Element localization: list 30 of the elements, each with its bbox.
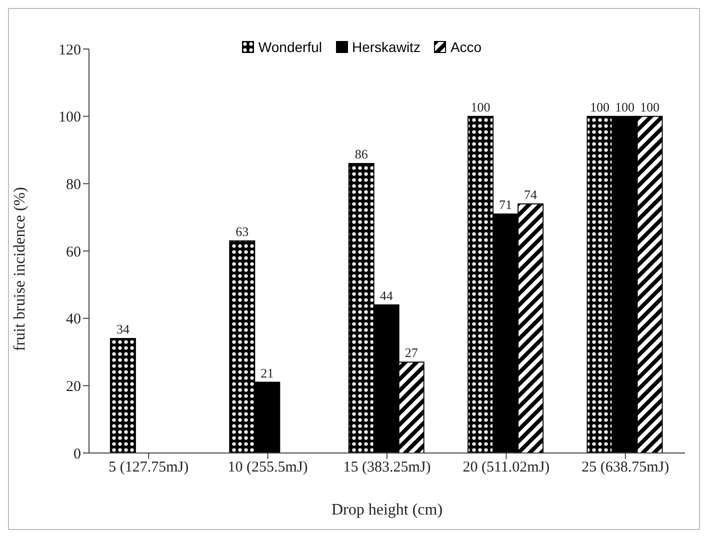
data-label: 86 <box>354 146 368 162</box>
data-label: 34 <box>116 322 130 337</box>
x-axis-title: Drop height (cm) <box>331 501 443 518</box>
data-label: 100 <box>470 99 490 114</box>
data-label: 100 <box>640 99 660 114</box>
legend-label: Wonderful <box>257 39 322 55</box>
y-tick-label: 100 <box>58 110 81 126</box>
y-tick-label: 60 <box>66 244 81 260</box>
legend-label: Herskawitz <box>350 39 420 55</box>
y-tick-label: 80 <box>66 176 81 193</box>
x-tick-label: 15 (383.25mJ) <box>343 460 431 476</box>
data-label: 74 <box>524 186 538 202</box>
y-tick-label: 120 <box>58 42 81 58</box>
data-label: 71 <box>499 196 512 212</box>
data-label: 100 <box>615 99 635 114</box>
data-label: 63 <box>236 224 249 239</box>
y-tick-label: 0 <box>74 446 81 462</box>
x-tick-label: 10 (255.5mJ) <box>228 460 308 476</box>
y-axis-title: fruit bruise incidence (%) <box>12 187 29 351</box>
y-tick-label: 40 <box>66 312 81 328</box>
data-label: 44 <box>380 288 394 303</box>
x-tick-label: 20 (511.02mJ) <box>462 460 550 476</box>
data-label: 27 <box>404 345 418 360</box>
x-tick-label: 25 (638.75mJ) <box>582 460 670 476</box>
x-tick-label: 5 (127.75mJ) <box>108 460 189 476</box>
y-tick-label: 20 <box>66 378 81 395</box>
data-label: 21 <box>260 365 274 380</box>
legend-label: Acco <box>449 39 482 55</box>
data-label: 100 <box>590 99 610 114</box>
bar <box>110 338 136 453</box>
